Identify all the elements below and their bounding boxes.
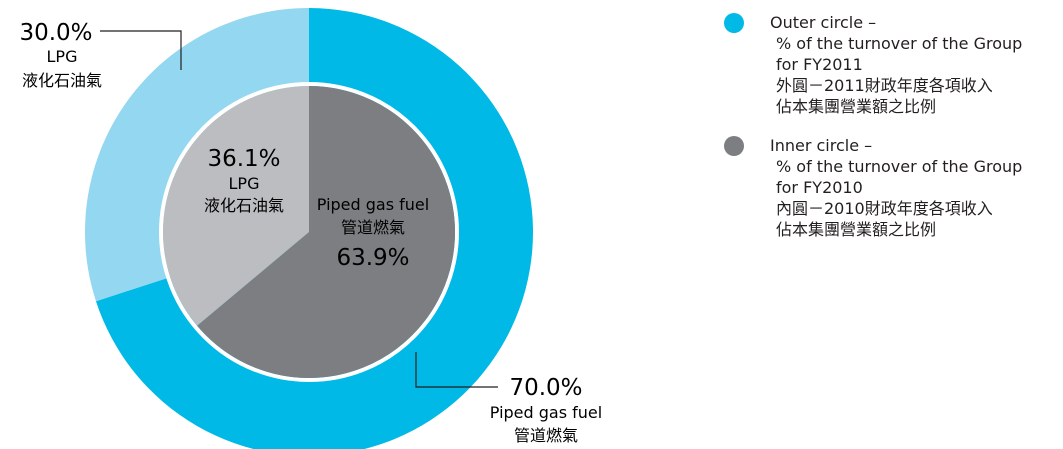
legend-text: 佔本集團營業額之比例: [776, 97, 937, 116]
legend-text: 外圓－2011財政年度各項收入: [776, 76, 993, 95]
inner-lpg-pct-label: 36.1%: [207, 146, 280, 172]
legend-text: 佔本集團營業額之比例: [776, 220, 937, 239]
donut-chart: 30.0% LPG 液化石油氣 36.1% LPG 液化石油氣 Piped ga…: [19, 8, 602, 449]
outer-lpg-zh-label: 液化石油氣: [22, 71, 102, 90]
legend-text: 內圓－2010財政年度各項收入: [776, 199, 993, 218]
outer-piped-pct-label: 70.0%: [509, 375, 582, 401]
legend-text: % of the turnover of the Group: [776, 34, 1023, 53]
inner-ring: [163, 86, 455, 378]
outer-lpg-pct-label: 30.0%: [19, 20, 92, 46]
legend-item-outer-circle: Outer circle – % of the turnover of the …: [724, 12, 1063, 117]
legend-text: for FY2011: [776, 55, 863, 74]
inner-lpg-en-label: LPG: [229, 174, 260, 193]
legend-text: for FY2010: [776, 178, 863, 197]
inner-lpg-zh-label: 液化石油氣: [204, 196, 284, 215]
legend: Outer circle – % of the turnover of the …: [724, 12, 1063, 258]
inner-slice-lpg: [163, 86, 309, 326]
outer-piped-leader-line: [415, 352, 498, 388]
outer-lpg-en-label: LPG: [47, 47, 78, 66]
outer-piped-zh-label: 管道燃氣: [514, 426, 578, 445]
inner-piped-pct-label: 63.9%: [336, 245, 409, 271]
legend-item-inner-circle: Inner circle – % of the turnover of the …: [724, 135, 1063, 240]
legend-title: Outer circle –: [770, 13, 877, 32]
legend-text: % of the turnover of the Group: [776, 157, 1023, 176]
legend-title: Inner circle –: [770, 136, 873, 155]
outer-lpg-leader-line: [100, 30, 182, 70]
legend-swatch-inner: [724, 136, 744, 156]
inner-slice-piped-gas: [197, 86, 455, 378]
legend-swatch-outer: [724, 13, 744, 33]
inner-piped-zh-label: 管道燃氣: [341, 218, 405, 237]
inner-piped-en-label: Piped gas fuel: [317, 195, 429, 214]
outer-piped-en-label: Piped gas fuel: [490, 403, 602, 422]
ring-separator: [159, 82, 459, 382]
